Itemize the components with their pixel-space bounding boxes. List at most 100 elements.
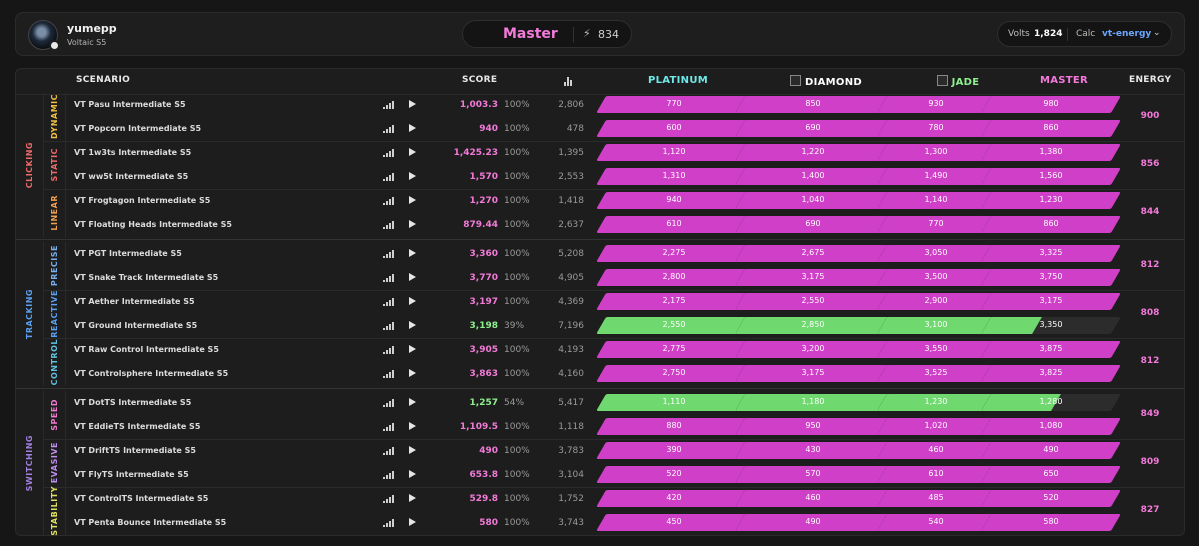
points-value: 2,637 (558, 220, 584, 230)
column-header-score[interactable]: SCORE (462, 75, 498, 85)
rank-threshold: 950 (805, 421, 821, 430)
table-row[interactable]: VT EddieTS Intermediate S5 1,109.5 100% … (66, 415, 1121, 439)
scenario-name[interactable]: VT DotTS Intermediate S5 (74, 398, 192, 407)
play-icon[interactable] (409, 148, 416, 156)
signal-icon[interactable] (383, 250, 395, 258)
rank-threshold: 460 (805, 493, 821, 502)
play-icon[interactable] (409, 422, 416, 430)
play-icon[interactable] (409, 220, 416, 228)
rank-threshold: 2,775 (662, 344, 686, 353)
scenario-name[interactable]: VT Penta Bounce Intermediate S5 (74, 518, 227, 527)
scenario-name[interactable]: VT PGT Intermediate S5 (74, 249, 182, 258)
signal-icon[interactable] (383, 399, 395, 407)
bar-chart-icon[interactable] (564, 76, 573, 86)
rank-progress-bars: 1,120 1,220 1,300 1,380 (596, 144, 1121, 161)
table-row[interactable]: VT Ground Intermediate S5 3,198 39% 7,19… (66, 314, 1121, 338)
rank-threshold: 520 (1043, 493, 1059, 502)
signal-icon[interactable] (383, 346, 395, 354)
table-row[interactable]: VT Aether Intermediate S5 3,197 100% 4,3… (66, 290, 1121, 314)
score-value: 1,257 (469, 398, 498, 408)
table-row[interactable]: VT Frogtagon Intermediate S5 1,270 100% … (66, 189, 1121, 213)
table-row[interactable]: VT Raw Control Intermediate S5 3,905 100… (66, 338, 1121, 362)
table-row[interactable]: VT Controlsphere Intermediate S5 3,863 1… (66, 362, 1121, 386)
table-row[interactable]: VT Popcorn Intermediate S5 940 100% 478 … (66, 117, 1121, 141)
scenario-name[interactable]: VT Aether Intermediate S5 (74, 297, 195, 306)
scenario-name[interactable]: VT FlyTS Intermediate S5 (74, 470, 189, 479)
play-icon[interactable] (409, 446, 416, 454)
scenario-name[interactable]: VT 1w3ts Intermediate S5 (74, 148, 192, 157)
play-icon[interactable] (409, 124, 416, 132)
play-icon[interactable] (409, 249, 416, 257)
play-icon[interactable] (409, 196, 416, 204)
signal-icon[interactable] (383, 370, 395, 378)
signal-icon[interactable] (383, 149, 395, 157)
play-icon[interactable] (409, 321, 416, 329)
scenario-name[interactable]: VT Snake Track Intermediate S5 (74, 273, 219, 282)
signal-icon[interactable] (383, 298, 395, 306)
scenario-name[interactable]: VT ww5t Intermediate S5 (74, 172, 189, 181)
scenario-name[interactable]: VT Ground Intermediate S5 (74, 321, 198, 330)
accuracy-value: 100% (504, 124, 530, 134)
play-icon[interactable] (409, 273, 416, 281)
table-row[interactable]: VT Penta Bounce Intermediate S5 580 100%… (66, 511, 1121, 535)
play-icon[interactable] (409, 100, 416, 108)
chevron-down-icon[interactable]: ⌄ (1153, 28, 1161, 38)
rank-pill: Master ⚡ 834 (462, 20, 632, 48)
table-row[interactable]: VT FlyTS Intermediate S5 653.8 100% 3,10… (66, 463, 1121, 487)
table-row[interactable]: VT ww5t Intermediate S5 1,570 100% 2,553… (66, 165, 1121, 189)
signal-icon[interactable] (383, 322, 395, 330)
rank-threshold: 770 (666, 99, 682, 108)
scenario-name[interactable]: VT Popcorn Intermediate S5 (74, 124, 202, 133)
table-row[interactable]: VT Floating Heads Intermediate S5 879.44… (66, 213, 1121, 237)
rank-threshold: 430 (805, 445, 821, 454)
scenario-name[interactable]: VT Controlsphere Intermediate S5 (74, 369, 229, 378)
signal-icon[interactable] (383, 447, 395, 455)
signal-icon[interactable] (383, 274, 395, 282)
play-icon[interactable] (409, 172, 416, 180)
signal-icon[interactable] (383, 101, 395, 109)
signal-icon[interactable] (383, 125, 395, 133)
scenario-name[interactable]: VT ControlTS Intermediate S5 (74, 494, 209, 503)
signal-icon[interactable] (383, 173, 395, 181)
signal-icon[interactable] (383, 495, 395, 503)
rank-threshold: 390 (666, 445, 682, 454)
signal-icon[interactable] (383, 471, 395, 479)
scenario-name[interactable]: VT DriftTS Intermediate S5 (74, 446, 196, 455)
signal-icon[interactable] (383, 197, 395, 205)
signal-icon[interactable] (383, 221, 395, 229)
table-row[interactable]: VT DotTS Intermediate S5 1,257 54% 5,417… (66, 391, 1121, 415)
play-icon[interactable] (409, 398, 416, 406)
signal-icon[interactable] (383, 423, 395, 431)
subcategory-energy: 809 (1140, 457, 1160, 467)
avatar[interactable] (28, 20, 58, 50)
points-value: 4,369 (558, 297, 584, 307)
table-row[interactable]: VT 1w3ts Intermediate S5 1,425.23 100% 1… (66, 141, 1121, 165)
column-header-energy[interactable]: ENERGY (1129, 75, 1172, 85)
table-row[interactable]: VT Pasu Intermediate S5 1,003.3 100% 2,8… (66, 93, 1121, 117)
table-row[interactable]: VT ControlTS Intermediate S5 529.8 100% … (66, 487, 1121, 511)
table-row[interactable]: VT PGT Intermediate S5 3,360 100% 5,208 … (66, 242, 1121, 266)
table-row[interactable]: VT Snake Track Intermediate S5 3,770 100… (66, 266, 1121, 290)
scenario-name[interactable]: VT Frogtagon Intermediate S5 (74, 196, 211, 205)
score-value: 879.44 (463, 220, 498, 230)
scenario-name[interactable]: VT Raw Control Intermediate S5 (74, 345, 219, 354)
points-value: 1,418 (558, 196, 584, 206)
play-icon[interactable] (409, 470, 416, 478)
rank-threshold: 2,550 (801, 296, 825, 305)
rank-threshold: 880 (666, 421, 682, 430)
calc-selector[interactable]: Volts 1,824 Calc vt-energy ⌄ (997, 21, 1172, 47)
subcategory-reactive: REACTIVE (43, 290, 66, 338)
play-icon[interactable] (409, 297, 416, 305)
scenario-name[interactable]: VT EddieTS Intermediate S5 (74, 422, 201, 431)
column-header-scenario[interactable]: SCENARIO (76, 75, 131, 85)
rank-threshold: 860 (1043, 219, 1059, 228)
scenario-name[interactable]: VT Pasu Intermediate S5 (74, 100, 186, 109)
play-icon[interactable] (409, 369, 416, 377)
play-icon[interactable] (409, 518, 416, 526)
subcategory-label: STABILITY (50, 486, 59, 536)
play-icon[interactable] (409, 494, 416, 502)
scenario-name[interactable]: VT Floating Heads Intermediate S5 (74, 220, 232, 229)
play-icon[interactable] (409, 345, 416, 353)
signal-icon[interactable] (383, 519, 395, 527)
table-row[interactable]: VT DriftTS Intermediate S5 490 100% 3,78… (66, 439, 1121, 463)
